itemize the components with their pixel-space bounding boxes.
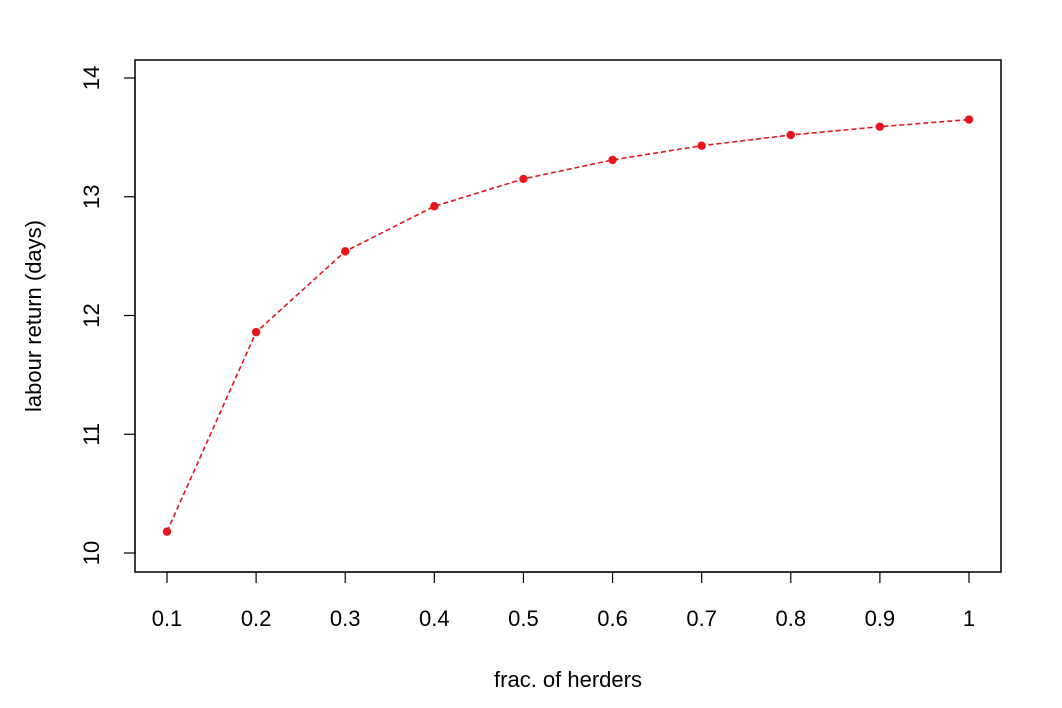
y-tick-label: 12: [79, 303, 104, 327]
plot-frame: [134, 59, 1002, 573]
data-point: [519, 174, 528, 184]
x-axis-title: frac. of herders: [494, 667, 642, 692]
y-tick-label: 14: [79, 66, 104, 90]
y-tick-label: 13: [79, 185, 104, 209]
y-axis-title: labour return (days): [21, 220, 46, 412]
x-tick-label: 0.4: [419, 606, 450, 631]
x-tick-label: 0.8: [775, 606, 806, 631]
series-layer: [162, 115, 974, 536]
data-point: [697, 141, 706, 150]
x-tick-label: 1: [963, 606, 975, 631]
x-tick-label: 0.6: [597, 606, 628, 631]
data-point: [875, 122, 885, 131]
x-tick-label: 0.9: [865, 606, 896, 631]
data-point: [786, 130, 795, 140]
x-axis: 0.1 0.2 0.3 0.4 0.5 0.6 0.7 0.8 0.9 1: [152, 571, 975, 631]
y-tick-label: 11: [79, 423, 104, 446]
data-point: [430, 202, 439, 211]
x-tick-label: 0.2: [241, 606, 272, 631]
x-tick-label: 0.1: [152, 606, 183, 631]
data-point: [162, 527, 172, 536]
data-point: [964, 115, 974, 124]
x-tick-label: 0.5: [508, 606, 539, 631]
x-tick-label: 0.7: [686, 606, 717, 631]
y-axis: 10 11 12 13 14: [79, 66, 136, 565]
x-tick-label: 0.3: [330, 606, 361, 631]
data-point: [251, 327, 261, 337]
data-point: [341, 247, 350, 256]
series-line: [166, 118, 970, 532]
y-tick-label: 10: [79, 541, 104, 565]
data-point: [608, 155, 617, 165]
